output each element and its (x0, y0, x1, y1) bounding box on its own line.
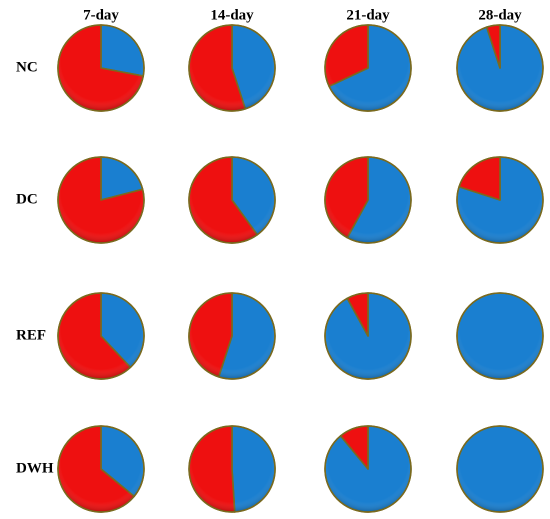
pie-outline (188, 425, 276, 513)
pie (456, 425, 544, 513)
pie (456, 156, 544, 244)
pie (324, 292, 412, 380)
pie-shading (325, 25, 411, 111)
pie (57, 156, 145, 244)
pie-outline (188, 156, 276, 244)
pie-shading (457, 426, 543, 512)
pie (324, 425, 412, 513)
pie-shading (457, 157, 543, 243)
pie-shading (325, 426, 411, 512)
pie-outline (324, 292, 412, 380)
pie (456, 24, 544, 112)
pie-shading (189, 157, 275, 243)
pie (456, 292, 544, 380)
pie (57, 425, 145, 513)
pie-shading (325, 293, 411, 379)
row-label: NC (16, 59, 38, 75)
column-label: 28-day (478, 7, 522, 23)
pie-shading (58, 157, 144, 243)
pie-outline (57, 425, 145, 513)
pie-shading (189, 426, 275, 512)
pie (188, 156, 276, 244)
pie-shading (189, 25, 275, 111)
pie-shading (58, 25, 144, 111)
pie (188, 292, 276, 380)
row-label: DC (16, 191, 38, 207)
pie-shading (457, 25, 543, 111)
pie (57, 24, 145, 112)
pie-shading (457, 293, 543, 379)
pie (57, 292, 145, 380)
pie-outline (57, 156, 145, 244)
pie-shading (189, 293, 275, 379)
pie-outline (324, 24, 412, 112)
row-label: DWH (16, 460, 54, 476)
pie-outline (456, 292, 544, 380)
pie-outline (324, 156, 412, 244)
pie-shading (58, 426, 144, 512)
pie-outline (57, 292, 145, 380)
pie (324, 24, 412, 112)
pie (188, 24, 276, 112)
pie-shading (325, 157, 411, 243)
column-label: 14-day (210, 7, 254, 23)
pie-outline (188, 292, 276, 380)
pie (324, 156, 412, 244)
row-label: REF (16, 327, 46, 343)
pie-outline (324, 425, 412, 513)
pie-outline (456, 24, 544, 112)
pie-shading (58, 293, 144, 379)
pie-outline (188, 24, 276, 112)
column-label: 21-day (346, 7, 390, 23)
column-label: 7-day (83, 7, 119, 23)
pie-outline (456, 425, 544, 513)
pie-outline (456, 156, 544, 244)
pie-outline (57, 24, 145, 112)
pie (188, 425, 276, 513)
